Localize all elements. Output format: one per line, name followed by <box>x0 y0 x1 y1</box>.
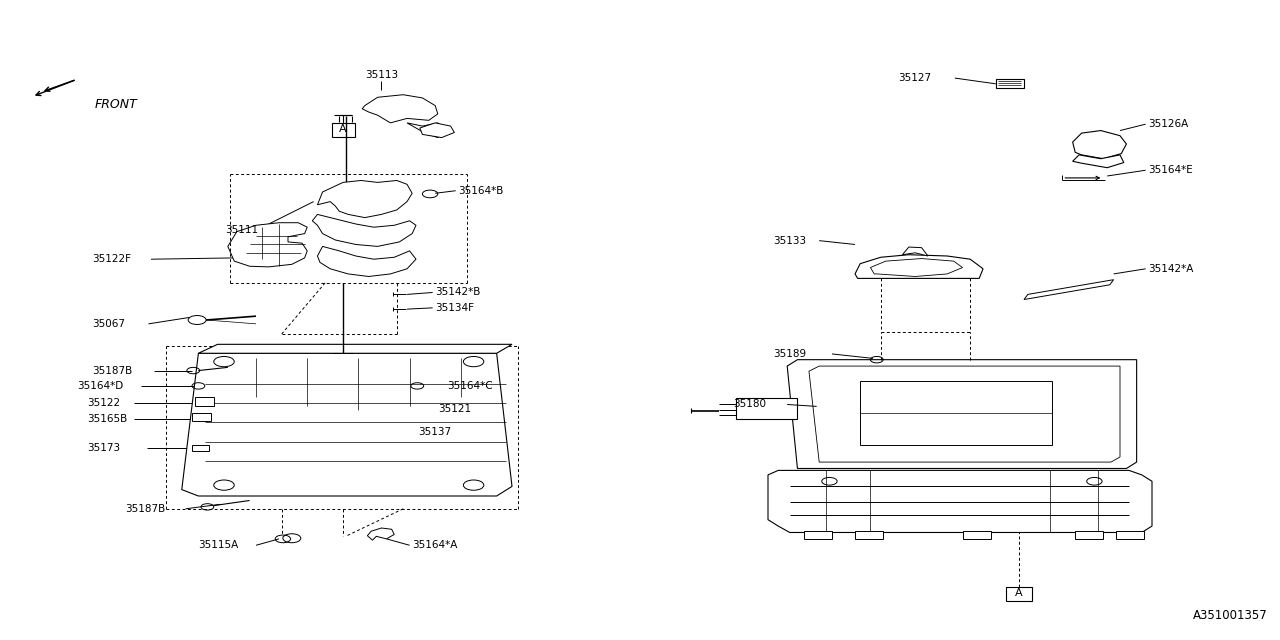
Text: 35164*C: 35164*C <box>447 381 493 391</box>
Text: 35127: 35127 <box>899 73 932 83</box>
Text: 35142*A: 35142*A <box>1148 264 1193 274</box>
Text: 35067: 35067 <box>92 319 125 329</box>
Text: 35187B: 35187B <box>92 365 132 376</box>
Text: 35173: 35173 <box>87 443 120 453</box>
Text: 35164*B: 35164*B <box>458 186 503 196</box>
Text: 35142*B: 35142*B <box>435 287 480 298</box>
Bar <box>192 445 209 451</box>
Text: 35115A: 35115A <box>198 540 238 550</box>
Text: 35164*D: 35164*D <box>77 381 123 391</box>
Text: 35122F: 35122F <box>92 254 131 264</box>
Polygon shape <box>312 214 416 246</box>
Text: A: A <box>1015 588 1023 598</box>
Text: 35164*E: 35164*E <box>1148 165 1193 175</box>
Text: 35133: 35133 <box>773 236 806 246</box>
Text: 35113: 35113 <box>365 70 398 80</box>
Polygon shape <box>787 360 1137 468</box>
Bar <box>804 531 832 539</box>
Text: 35180: 35180 <box>733 399 767 410</box>
Polygon shape <box>228 223 307 267</box>
Bar <box>860 381 1052 445</box>
Polygon shape <box>1073 131 1126 159</box>
Text: 35121: 35121 <box>438 404 471 414</box>
Bar <box>192 413 211 421</box>
Polygon shape <box>198 344 512 353</box>
Bar <box>1075 531 1103 539</box>
Text: A351001357: A351001357 <box>1193 609 1267 622</box>
Polygon shape <box>317 246 416 276</box>
Polygon shape <box>407 123 445 138</box>
Text: 35137: 35137 <box>419 427 452 437</box>
Bar <box>996 79 1024 88</box>
Text: 35187B: 35187B <box>125 504 165 514</box>
Polygon shape <box>768 470 1152 532</box>
Text: 35126A: 35126A <box>1148 119 1188 129</box>
Text: 35111: 35111 <box>225 225 259 235</box>
Polygon shape <box>1073 155 1124 168</box>
Polygon shape <box>317 180 412 218</box>
Polygon shape <box>902 247 928 256</box>
Polygon shape <box>420 123 454 138</box>
Text: 35189: 35189 <box>773 349 806 359</box>
Polygon shape <box>809 366 1120 462</box>
Text: A: A <box>339 124 347 134</box>
Text: 35164*A: 35164*A <box>412 540 457 550</box>
Text: 35122: 35122 <box>87 398 120 408</box>
Bar <box>1006 587 1032 601</box>
Bar <box>195 397 214 406</box>
Text: 35134F: 35134F <box>435 303 474 313</box>
Polygon shape <box>736 398 797 419</box>
Text: FRONT: FRONT <box>95 99 137 111</box>
Polygon shape <box>1024 280 1114 300</box>
Polygon shape <box>182 353 512 496</box>
Polygon shape <box>870 259 963 276</box>
Polygon shape <box>367 528 394 540</box>
Polygon shape <box>855 255 983 278</box>
Bar <box>963 531 991 539</box>
Bar <box>332 123 355 137</box>
Bar <box>1116 531 1144 539</box>
Polygon shape <box>362 95 438 123</box>
Text: 35165B: 35165B <box>87 414 127 424</box>
Bar <box>855 531 883 539</box>
